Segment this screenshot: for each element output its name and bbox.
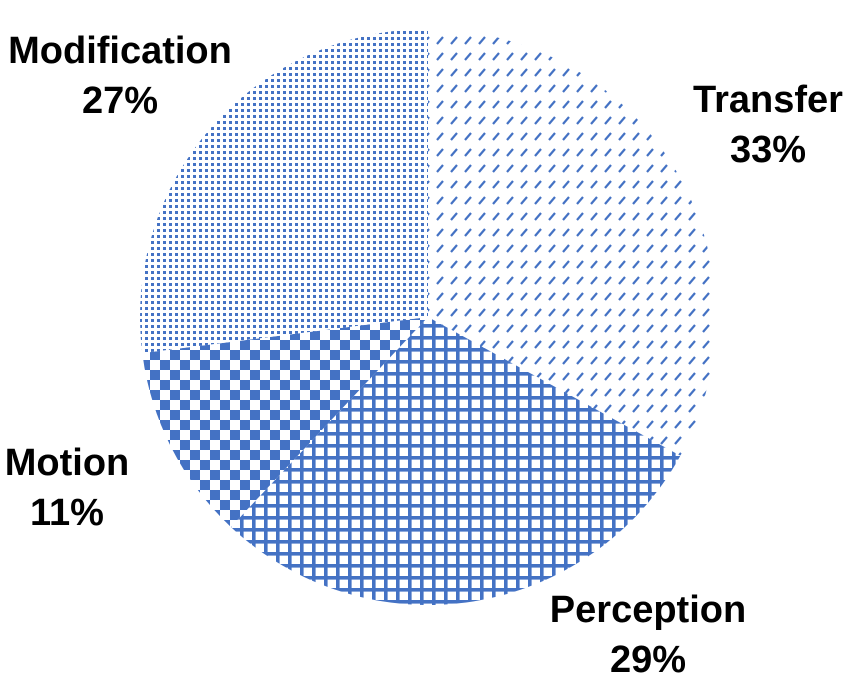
slice-name: Transfer	[693, 79, 843, 121]
pie-slice-modification	[139, 29, 428, 354]
pie-slice-motion	[142, 317, 428, 527]
slice-label-motion: Motion 11%	[5, 442, 130, 534]
slice-percent: 27%	[82, 80, 158, 122]
slice-name: Perception	[550, 589, 746, 631]
slice-name: Modification	[8, 30, 232, 72]
slice-label-modification: Modification 27%	[8, 30, 232, 122]
slice-name: Motion	[5, 442, 130, 484]
pie-slices	[139, 29, 716, 606]
slice-label-perception: Perception 29%	[550, 589, 746, 677]
slice-percent: 33%	[730, 129, 806, 171]
slice-label-transfer: Transfer 33%	[693, 79, 843, 171]
pie-slice-perception	[230, 317, 681, 606]
pie-labels: Transfer 33% Perception 29% Motion 11% Modific…	[5, 30, 843, 677]
slice-percent: 11%	[30, 492, 104, 534]
pie-slice-transfer	[428, 29, 716, 456]
slice-percent: 29%	[610, 639, 686, 677]
